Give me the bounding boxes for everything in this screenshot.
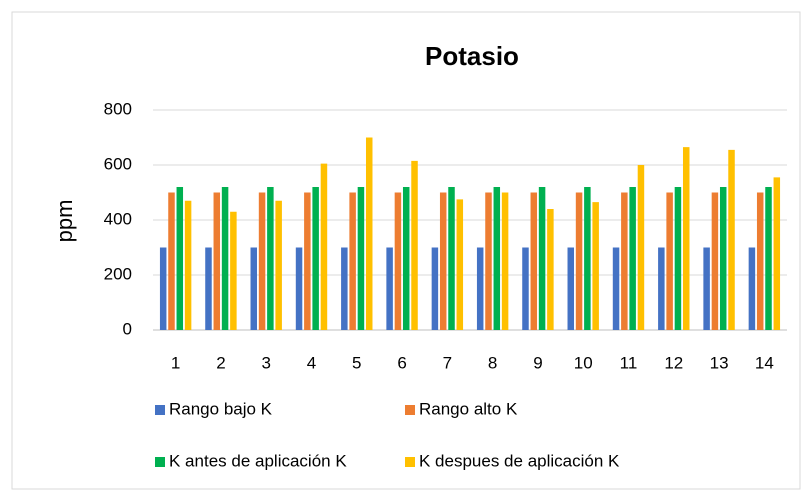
legend-label: K despues de aplicación K — [419, 451, 620, 470]
bar — [547, 209, 554, 330]
bar — [349, 192, 356, 330]
bar — [365, 137, 373, 330]
bar — [756, 192, 764, 330]
bar — [567, 247, 575, 330]
bar — [250, 247, 258, 330]
bar — [711, 192, 719, 330]
x-tick-label: 5 — [352, 353, 361, 372]
y-tick-label: 400 — [104, 209, 132, 228]
bar — [538, 187, 546, 330]
bar — [304, 192, 311, 330]
bar — [258, 192, 266, 330]
bar — [402, 187, 410, 330]
y-tick-label: 0 — [123, 319, 132, 338]
bar — [765, 187, 772, 330]
bar — [312, 187, 319, 330]
y-axis-label: ppm — [52, 200, 77, 243]
x-tick-label: 9 — [533, 353, 542, 372]
x-tick-label: 1 — [171, 353, 180, 372]
x-tick-label: 7 — [443, 353, 452, 372]
x-tick-label: 13 — [710, 353, 729, 372]
y-tick-label: 800 — [104, 99, 132, 118]
x-tick-label: 14 — [755, 353, 774, 372]
bar — [168, 192, 175, 330]
bar — [703, 247, 710, 330]
bar — [411, 160, 418, 330]
bar — [748, 247, 756, 330]
bar — [230, 211, 237, 330]
bar — [485, 192, 492, 330]
bar — [682, 147, 690, 330]
bar — [448, 187, 455, 330]
bar — [629, 187, 636, 330]
bar — [674, 187, 682, 330]
bar — [728, 149, 735, 330]
bar — [357, 187, 365, 330]
bar — [773, 177, 781, 330]
bar — [719, 187, 727, 330]
x-tick-label: 10 — [574, 353, 593, 372]
bar — [386, 247, 393, 330]
bar — [394, 192, 402, 330]
legend-label: K antes de aplicación K — [169, 451, 347, 470]
legend-swatch — [155, 457, 165, 467]
bar — [205, 247, 212, 330]
bar — [439, 192, 447, 330]
bar — [456, 199, 464, 330]
bar — [530, 192, 538, 330]
bar — [658, 247, 665, 330]
bar — [584, 187, 591, 330]
x-tick-label: 6 — [397, 353, 406, 372]
y-tick-label: 200 — [104, 264, 132, 283]
bar — [267, 187, 274, 330]
x-tick-label: 11 — [620, 353, 638, 372]
bar — [501, 192, 509, 330]
bar — [612, 247, 620, 330]
bar — [184, 200, 192, 330]
legend-label: Rango bajo K — [169, 399, 273, 418]
bar — [341, 247, 348, 330]
bar — [275, 200, 282, 330]
bar — [159, 247, 167, 330]
bar — [176, 187, 184, 330]
bar — [476, 247, 484, 330]
legend-swatch — [405, 405, 415, 415]
x-tick-label: 8 — [488, 353, 497, 372]
bar — [621, 192, 628, 330]
bar — [522, 247, 529, 330]
bar — [221, 187, 229, 330]
x-tick-label: 2 — [216, 353, 225, 372]
bar — [666, 192, 673, 330]
bar — [295, 247, 303, 330]
bar — [431, 247, 439, 330]
y-tick-label: 600 — [104, 154, 132, 173]
legend-label: Rango alto K — [419, 399, 518, 418]
bar — [493, 187, 501, 330]
x-tick-label: 4 — [307, 353, 316, 372]
legend-swatch — [155, 405, 165, 415]
bar — [213, 192, 221, 330]
bar — [592, 202, 599, 330]
bar — [637, 165, 645, 330]
chart-title: Potasio — [425, 41, 519, 71]
bar — [575, 192, 583, 330]
bar — [320, 163, 328, 330]
x-tick-label: 3 — [261, 353, 270, 372]
legend-swatch — [405, 457, 415, 467]
x-tick-label: 12 — [664, 353, 683, 372]
